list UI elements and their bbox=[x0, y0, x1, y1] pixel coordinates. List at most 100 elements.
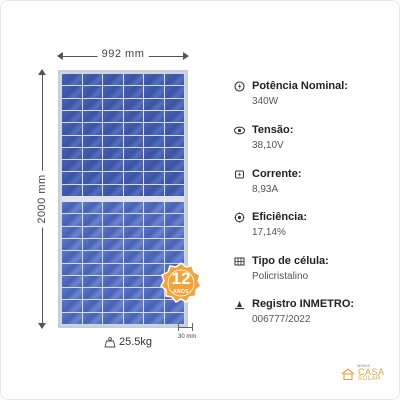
spec-efficiency: Eficiência: 17,14% bbox=[234, 211, 394, 239]
pv-cell bbox=[123, 226, 143, 238]
pv-cell bbox=[103, 123, 123, 135]
pv-cell bbox=[144, 123, 164, 135]
panel-junction-bar bbox=[62, 196, 184, 202]
pv-cell bbox=[82, 214, 102, 226]
pv-cell bbox=[164, 184, 184, 196]
pv-cell bbox=[62, 238, 82, 251]
pv-cell bbox=[123, 312, 143, 324]
pv-cell bbox=[123, 300, 143, 312]
pv-cell bbox=[164, 238, 184, 251]
power-icon bbox=[234, 81, 245, 92]
arrow-up-icon bbox=[38, 69, 46, 75]
pv-cell bbox=[82, 251, 102, 263]
pv-cell bbox=[164, 110, 184, 123]
house-icon bbox=[341, 368, 355, 380]
pv-cell bbox=[144, 263, 164, 275]
weight-icon bbox=[104, 337, 116, 348]
pv-cell bbox=[82, 172, 102, 184]
pv-cell bbox=[82, 123, 102, 135]
spec-power-value: 340W bbox=[252, 96, 279, 107]
solar-panel-image bbox=[58, 70, 188, 328]
pv-cell bbox=[103, 184, 123, 196]
pv-cell bbox=[164, 202, 184, 214]
pv-cell bbox=[144, 160, 164, 172]
pv-cell bbox=[62, 312, 82, 324]
spec-current-value: 8,93A bbox=[252, 184, 279, 195]
spec-cell-type: Tipo de célula: Policristalino bbox=[234, 255, 394, 283]
pv-cell bbox=[103, 214, 123, 226]
pv-cell bbox=[123, 147, 143, 160]
spec-voltage: Tensão: 38,10V bbox=[234, 124, 394, 152]
pv-cell bbox=[123, 214, 143, 226]
spec-voltage-value: 38,10V bbox=[252, 140, 284, 151]
spec-cell-type-title: Tipo de célula: bbox=[252, 255, 329, 267]
pv-cell bbox=[123, 238, 143, 251]
height-label: 2000 mm bbox=[36, 170, 48, 228]
pv-cell bbox=[164, 74, 184, 86]
pv-cell bbox=[123, 110, 143, 123]
spec-efficiency-title: Eficiência: bbox=[252, 211, 308, 223]
pv-cell bbox=[144, 172, 164, 184]
pv-cell bbox=[123, 160, 143, 172]
warranty-unit: ANOS bbox=[173, 289, 189, 295]
spec-power-title: Potência Nominal: bbox=[252, 80, 348, 92]
pv-cell bbox=[103, 110, 123, 123]
pv-cell bbox=[62, 110, 82, 123]
pv-cell bbox=[62, 160, 82, 172]
warranty-years: 12 bbox=[171, 269, 191, 288]
pv-cell bbox=[123, 184, 143, 196]
pv-cell bbox=[82, 86, 102, 98]
weight-info: 25.5kg bbox=[104, 336, 152, 348]
pv-cell bbox=[62, 275, 82, 288]
pv-cell bbox=[164, 123, 184, 135]
pv-cell bbox=[103, 288, 123, 300]
spec-voltage-title: Tensão: bbox=[252, 124, 294, 136]
pv-cell bbox=[62, 147, 82, 160]
badge-shape-icon bbox=[160, 262, 202, 303]
pv-cell bbox=[164, 300, 184, 312]
pv-cell bbox=[82, 226, 102, 238]
pv-cell bbox=[62, 86, 82, 98]
brand-casa-text: CASA bbox=[358, 367, 385, 377]
pv-cell bbox=[82, 312, 102, 324]
pv-cell bbox=[164, 135, 184, 147]
pv-cell bbox=[62, 135, 82, 147]
pv-cell bbox=[144, 214, 164, 226]
pv-cell bbox=[144, 110, 164, 123]
pv-cell bbox=[62, 184, 82, 196]
thickness-label: 30 mm bbox=[178, 334, 197, 340]
pv-cell bbox=[103, 160, 123, 172]
pv-cell bbox=[144, 226, 164, 238]
spec-current-title: Corrente: bbox=[252, 168, 302, 180]
arrow-right-icon bbox=[183, 52, 189, 60]
pv-cell bbox=[123, 74, 143, 86]
brand-solar-text: SOLAR bbox=[358, 376, 381, 382]
pv-cell bbox=[82, 288, 102, 300]
efficiency-icon bbox=[234, 212, 245, 223]
pv-cell bbox=[164, 172, 184, 184]
pv-cell bbox=[82, 263, 102, 275]
pv-cell bbox=[62, 202, 82, 214]
pv-cell bbox=[82, 184, 102, 196]
spec-inmetro: Registro INMETRO: 006777/2022 bbox=[234, 298, 394, 326]
pv-cell bbox=[123, 172, 143, 184]
pv-cell bbox=[164, 86, 184, 98]
pv-cell bbox=[164, 251, 184, 263]
pv-cell bbox=[123, 202, 143, 214]
pv-cell bbox=[103, 172, 123, 184]
brand-top-text: MINHA bbox=[357, 363, 370, 368]
pv-cell bbox=[82, 110, 102, 123]
pv-cell bbox=[62, 226, 82, 238]
pv-cell bbox=[164, 214, 184, 226]
pv-cell bbox=[164, 226, 184, 238]
spec-cell-type-value: Policristalino bbox=[252, 271, 309, 282]
pv-cell bbox=[144, 135, 164, 147]
pv-cell bbox=[164, 160, 184, 172]
pv-cell bbox=[62, 172, 82, 184]
pv-cell bbox=[123, 275, 143, 288]
spec-inmetro-value: 006777/2022 bbox=[252, 314, 311, 325]
pv-cell bbox=[144, 251, 164, 263]
pv-cell bbox=[144, 288, 164, 300]
pv-cell bbox=[164, 312, 184, 324]
pv-cell bbox=[82, 74, 102, 86]
